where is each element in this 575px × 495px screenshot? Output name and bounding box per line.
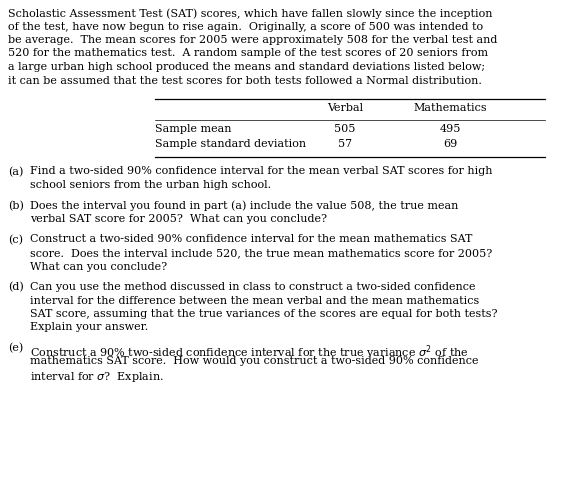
Text: Does the interval you found in part (a) include the value 508, the true mean: Does the interval you found in part (a) … — [30, 200, 458, 211]
Text: be average.  The mean scores for 2005 were approximately 508 for the verbal test: be average. The mean scores for 2005 wer… — [8, 35, 497, 45]
Text: SAT score, assuming that the true variances of the scores are equal for both tes: SAT score, assuming that the true varian… — [30, 309, 497, 319]
Text: a large urban high school produced the means and standard deviations listed belo: a large urban high school produced the m… — [8, 62, 485, 72]
Text: Scholastic Assessment Test (SAT) scores, which have fallen slowly since the ince: Scholastic Assessment Test (SAT) scores,… — [8, 8, 493, 18]
Text: Verbal: Verbal — [327, 103, 363, 113]
Text: 520 for the mathematics test.  A random sample of the test scores of 20 seniors : 520 for the mathematics test. A random s… — [8, 49, 488, 58]
Text: Mathematics: Mathematics — [413, 103, 487, 113]
Text: interval for the difference between the mean verbal and the mean mathematics: interval for the difference between the … — [30, 296, 479, 305]
Text: mathematics SAT score.  How would you construct a two-sided 90% confidence: mathematics SAT score. How would you con… — [30, 356, 478, 366]
Text: score.  Does the interval include 520, the true mean mathematics score for 2005?: score. Does the interval include 520, th… — [30, 248, 492, 258]
Text: Sample standard deviation: Sample standard deviation — [155, 139, 306, 149]
Text: school seniors from the urban high school.: school seniors from the urban high schoo… — [30, 180, 271, 190]
Text: it can be assumed that the test scores for both tests followed a Normal distribu: it can be assumed that the test scores f… — [8, 76, 482, 86]
Text: What can you conclude?: What can you conclude? — [30, 261, 167, 271]
Text: (e): (e) — [8, 343, 23, 353]
Text: (b): (b) — [8, 200, 24, 211]
Text: 505: 505 — [334, 125, 356, 135]
Text: Can you use the method discussed in class to construct a two-sided confidence: Can you use the method discussed in clas… — [30, 282, 476, 292]
Text: 69: 69 — [443, 139, 457, 149]
Text: Explain your answer.: Explain your answer. — [30, 323, 148, 333]
Text: Find a two-sided 90% confidence interval for the mean verbal SAT scores for high: Find a two-sided 90% confidence interval… — [30, 166, 493, 177]
Text: verbal SAT score for 2005?  What can you conclude?: verbal SAT score for 2005? What can you … — [30, 214, 327, 224]
Text: 495: 495 — [439, 125, 461, 135]
Text: Construct a 90% two-sided confidence interval for the true variance $\sigma^2$ o: Construct a 90% two-sided confidence int… — [30, 343, 469, 359]
Text: Sample mean: Sample mean — [155, 125, 232, 135]
Text: Construct a two-sided 90% confidence interval for the mean mathematics SAT: Construct a two-sided 90% confidence int… — [30, 235, 473, 245]
Text: interval for $\sigma$?  Explain.: interval for $\sigma$? Explain. — [30, 370, 164, 384]
Text: (a): (a) — [8, 166, 24, 177]
Text: of the test, have now begun to rise again.  Originally, a score of 500 was inten: of the test, have now begun to rise agai… — [8, 21, 483, 32]
Text: (d): (d) — [8, 282, 24, 293]
Text: (c): (c) — [8, 235, 23, 245]
Text: 57: 57 — [338, 139, 352, 149]
